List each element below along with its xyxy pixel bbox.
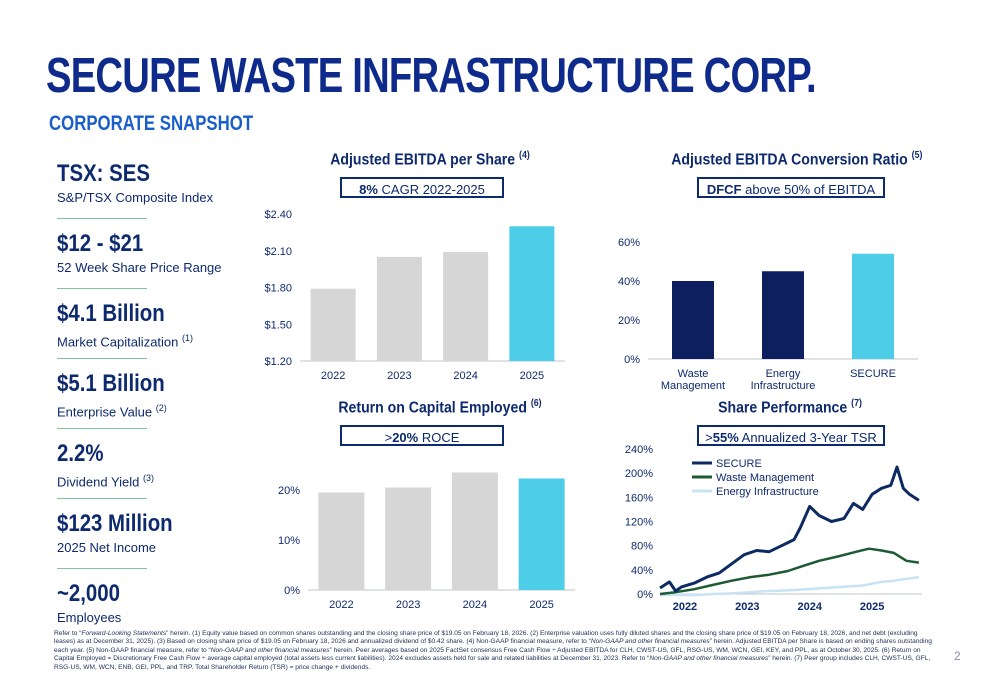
roce-chart-title: Return on Capital Employed (6) xyxy=(338,398,542,417)
x-tick-label: 2023 xyxy=(735,601,759,613)
y-tick-label: 40% xyxy=(631,565,653,577)
x-tick-label: 2022 xyxy=(329,599,353,611)
stat-value: $123 Million xyxy=(57,510,173,537)
stat-divider xyxy=(57,568,147,569)
bar xyxy=(443,251,489,361)
ebitda-callout: 8% CAGR 2022-2025 xyxy=(340,177,504,198)
bar xyxy=(762,271,804,359)
bar xyxy=(318,492,365,590)
legend-label: Energy Infrastructure xyxy=(716,486,819,498)
x-tick-label: 2022 xyxy=(321,370,345,382)
y-tick-label: $1.80 xyxy=(264,283,292,295)
x-tick-label: 2025 xyxy=(860,601,884,613)
y-tick-label: $2.10 xyxy=(264,246,292,258)
stat-label: Employees xyxy=(57,610,122,625)
stat-market-cap: $4.1 Billion Market Capitalization (1) xyxy=(57,300,227,370)
x-tick-label: SECURE xyxy=(850,368,896,380)
bar xyxy=(672,281,714,359)
bar xyxy=(509,226,555,361)
page-number: 2 xyxy=(954,649,961,663)
y-tick-label: 60% xyxy=(618,237,640,249)
x-tick-label: 2025 xyxy=(529,599,553,611)
stat-value: TSX: SES xyxy=(57,160,150,187)
x-tick-label: 2024 xyxy=(797,601,822,613)
conversion-chart-title: Adjusted EBITDA Conversion Ratio (5) xyxy=(671,150,923,169)
bar xyxy=(376,256,422,361)
stat-net-income: $123 Million 2025 Net Income xyxy=(57,510,227,580)
y-tick-label: 0% xyxy=(284,585,300,597)
stats-column: TSX: SES S&P/TSX Composite Index $12 - $… xyxy=(57,160,227,650)
ebitda-chart-title: Adjusted EBITDA per Share (4) xyxy=(330,150,530,169)
bar xyxy=(451,472,498,590)
stat-dividend-yield: 2.2% Dividend Yield (3) xyxy=(57,440,227,510)
y-tick-label: 80% xyxy=(631,541,653,553)
bar xyxy=(852,253,894,359)
conversion-callout: DFCF above 50% of EBITDA xyxy=(697,177,885,198)
bar xyxy=(518,478,565,590)
y-tick-label: 0% xyxy=(637,589,653,601)
roce-callout: >20% ROCE xyxy=(340,425,504,446)
x-tick-label: 2024 xyxy=(453,370,477,382)
stat-enterprise-value: $5.1 Billion Enterprise Value (2) xyxy=(57,370,227,440)
share-callout: >55% Annualized 3-Year TSR xyxy=(697,425,885,446)
y-tick-label: $2.40 xyxy=(264,209,292,221)
stat-label: Enterprise Value (2) xyxy=(57,403,167,420)
legend-label: Waste Management xyxy=(716,472,814,484)
y-tick-label: 160% xyxy=(625,492,653,504)
legend-label: SECURE xyxy=(716,458,762,470)
section-subtitle: CORPORATE SNAPSHOT xyxy=(49,112,254,135)
y-tick-label: 0% xyxy=(624,354,640,366)
x-tick-label: 2022 xyxy=(673,601,697,613)
y-tick-label: 200% xyxy=(625,468,653,480)
stat-divider xyxy=(57,358,147,359)
series-line xyxy=(659,575,920,597)
footnote-ref: (1) xyxy=(182,333,194,343)
y-tick-label: 120% xyxy=(625,517,653,529)
x-tick-label: 2025 xyxy=(520,370,544,382)
stat-divider xyxy=(57,288,147,289)
stat-label: S&P/TSX Composite Index xyxy=(57,190,214,205)
series-line xyxy=(659,465,920,593)
stat-price-range: $12 - $21 52 Week Share Price Range xyxy=(57,230,227,300)
footnote-ref: (2) xyxy=(155,403,167,413)
stat-value: 2.2% xyxy=(57,440,104,467)
y-tick-label: 20% xyxy=(278,485,300,497)
stat-value: ~2,000 xyxy=(57,580,120,607)
stat-value: $5.1 Billion xyxy=(57,370,165,397)
y-tick-label: 20% xyxy=(618,315,640,327)
stat-label: Market Capitalization (1) xyxy=(57,333,194,350)
stat-value: $12 - $21 xyxy=(57,230,144,257)
stat-ticker: TSX: SES S&P/TSX Composite Index xyxy=(57,160,227,230)
bar xyxy=(385,487,432,590)
x-tick-label: Management xyxy=(661,380,725,392)
y-tick-label: 240% xyxy=(625,444,653,456)
footnote: Refer to “Forward-Looking Statements” he… xyxy=(54,630,932,671)
x-tick-label: Energy xyxy=(766,368,801,380)
stat-label: 2025 Net Income xyxy=(57,540,157,555)
x-tick-label: 2023 xyxy=(387,370,411,382)
stat-employees: ~2,000 Employees xyxy=(57,580,227,650)
y-tick-label: 40% xyxy=(618,276,640,288)
page-title: SECURE WASTE INFRASTRUCTURE CORP. xyxy=(46,49,817,103)
stat-label: Dividend Yield (3) xyxy=(57,473,155,490)
share-chart-title: Share Performance (7) xyxy=(718,398,862,417)
y-tick-label: $1.50 xyxy=(264,319,292,331)
x-tick-label: 2023 xyxy=(396,599,420,611)
x-tick-label: 2024 xyxy=(463,599,487,611)
y-tick-label: $1.20 xyxy=(264,356,292,368)
x-tick-label: Infrastructure xyxy=(751,380,816,392)
series-line xyxy=(659,547,920,596)
stat-label: 52 Week Share Price Range xyxy=(57,260,222,275)
y-tick-label: 10% xyxy=(278,535,300,547)
footnote-ref: (3) xyxy=(143,473,155,483)
stat-divider xyxy=(57,498,147,499)
stat-divider xyxy=(57,428,147,429)
stat-divider xyxy=(57,218,147,219)
x-tick-label: Waste xyxy=(678,368,709,380)
bar xyxy=(310,288,356,361)
stat-value: $4.1 Billion xyxy=(57,300,165,327)
